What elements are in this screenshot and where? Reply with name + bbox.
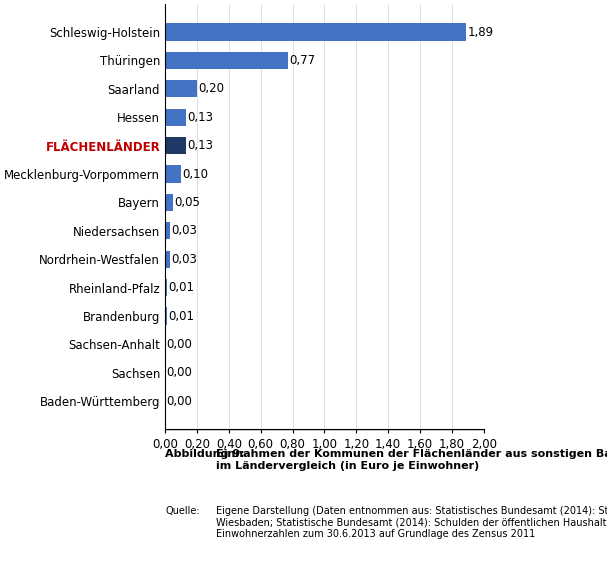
Text: 0,01: 0,01 — [168, 281, 194, 294]
Text: Einnahmen der Kommunen der Flächenländer aus sonstigen Bagatellsteuern 2013
im L: Einnahmen der Kommunen der Flächenländer… — [216, 449, 607, 470]
Text: 0,77: 0,77 — [290, 54, 316, 67]
Bar — [165, 23, 466, 41]
Bar — [165, 109, 186, 126]
Text: 0,03: 0,03 — [171, 252, 197, 265]
Text: 0,00: 0,00 — [167, 338, 192, 351]
Text: 0,13: 0,13 — [188, 139, 213, 152]
Bar — [165, 194, 173, 211]
Bar — [165, 251, 170, 268]
Bar — [165, 80, 197, 97]
Text: 1,89: 1,89 — [468, 25, 494, 38]
Bar — [165, 52, 288, 69]
Text: 0,20: 0,20 — [198, 82, 225, 95]
Bar — [165, 165, 181, 182]
Text: 0,03: 0,03 — [171, 224, 197, 237]
Text: Quelle:: Quelle: — [165, 506, 200, 516]
Text: 0,10: 0,10 — [183, 168, 209, 181]
Text: 0,00: 0,00 — [167, 366, 192, 379]
Text: 0,01: 0,01 — [168, 310, 194, 323]
Bar — [165, 279, 167, 296]
Bar — [165, 307, 167, 324]
Text: Abbildung 9:: Abbildung 9: — [165, 449, 245, 459]
Bar — [165, 137, 186, 154]
Text: 0,05: 0,05 — [175, 196, 200, 209]
Text: 0,00: 0,00 — [167, 395, 192, 408]
Text: Eigene Darstellung (Daten entnommen aus: Statistisches Bundesamt (2014): Steuerh: Eigene Darstellung (Daten entnommen aus:… — [216, 506, 607, 539]
Text: 0,13: 0,13 — [188, 111, 213, 124]
Bar — [165, 222, 170, 239]
